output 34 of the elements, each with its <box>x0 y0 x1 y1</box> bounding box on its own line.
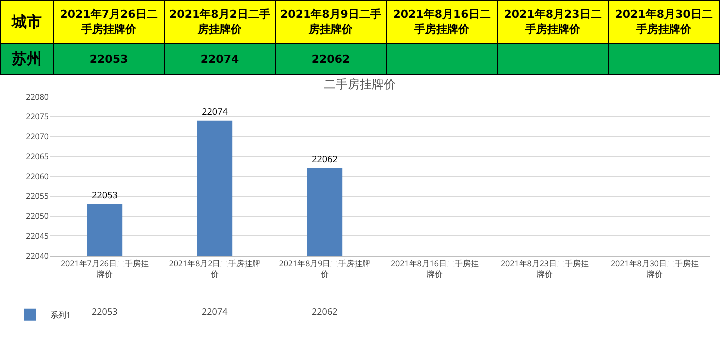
table-cell: 2021年8月2日二手房挂牌价 <box>164 0 276 44</box>
text: 22053 <box>92 188 118 202</box>
y-tick-label: 22040 <box>26 250 50 262</box>
y-tick-label: 22080 <box>26 92 50 103</box>
table-cell: 2021年8月16日二手房挂牌价 <box>386 0 498 44</box>
y-tick-label: 22070 <box>26 132 50 143</box>
table-cell: 苏州 <box>0 44 54 74</box>
table-cell: 2021年8月9日二手房挂牌价 <box>276 0 386 44</box>
chart-title: 二手房挂牌价 <box>324 76 396 93</box>
x-tick-label: 2021年8月16日二手房挂牌价 <box>390 258 480 280</box>
legend-label: 系列1 <box>50 310 71 321</box>
text: 22062 <box>312 152 338 166</box>
x-tick-label: 2021年8月30日二手房挂牌价 <box>610 258 700 280</box>
table-cell: 22062 <box>276 44 386 74</box>
y-tick-label: 22065 <box>26 151 50 162</box>
y-tick-label: 22075 <box>26 112 50 123</box>
table-cell: 22074 <box>164 44 276 74</box>
text: 22074 <box>202 305 228 318</box>
x-tick-label: 2021年8月9日二手房挂牌价 <box>279 258 371 280</box>
x-tick-label: 2021年7月26日二手房挂牌价 <box>60 258 150 280</box>
text: 22053 <box>92 305 118 318</box>
table-cell: 2021年7月26日二手房挂牌价 <box>54 0 164 44</box>
y-tick-label: 22060 <box>26 171 50 182</box>
y-tick-label: 22050 <box>26 211 50 222</box>
x-tick-label: 2021年8月23日二手房挂牌价 <box>500 258 590 280</box>
table-cell: 2021年8月23日二手房挂牌价 <box>498 0 608 44</box>
y-tick-label: 22055 <box>26 191 50 202</box>
table-cell: 城市 <box>0 0 54 44</box>
table-cell: 2021年8月30日二手房挂牌价 <box>608 0 720 44</box>
text: 22062 <box>312 305 338 318</box>
text: 22074 <box>202 104 228 118</box>
y-tick-label: 22045 <box>26 230 50 242</box>
table-cell: 22053 <box>54 44 164 74</box>
x-tick-label: 2021年8月2日二手房挂牌价 <box>169 258 261 280</box>
